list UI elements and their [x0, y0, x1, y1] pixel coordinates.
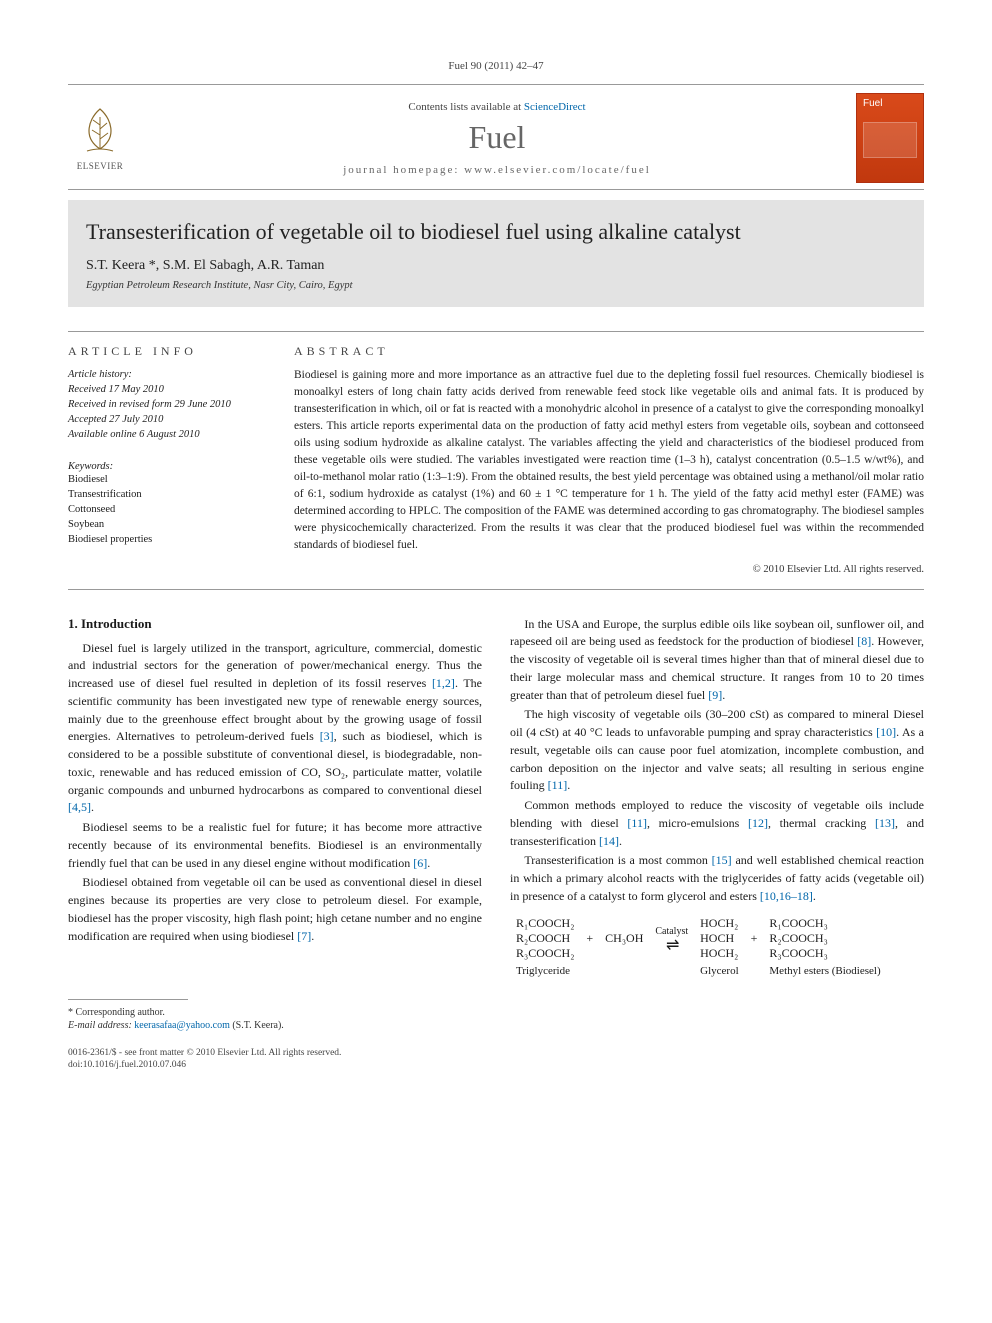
affiliation: Egyptian Petroleum Research Institute, N… — [86, 280, 906, 291]
article-meta-row: ARTICLE INFO Article history: Received 1… — [68, 331, 924, 590]
publisher-logo: ELSEVIER — [68, 103, 132, 173]
body-paragraph: Biodiesel obtained from vegetable oil ca… — [68, 874, 482, 945]
plus-sign: + — [745, 916, 764, 961]
history-label: Article history: — [68, 367, 266, 382]
body-paragraph: Transesterification is a most common [15… — [510, 852, 924, 905]
section-1-heading: 1. Introduction — [68, 616, 482, 632]
journal-cover-thumbnail: Fuel — [856, 93, 924, 183]
keyword: Soybean — [68, 517, 266, 532]
reactant-tg-1: R₁COOCH₂ — [510, 916, 580, 931]
keywords-label: Keywords: — [68, 461, 266, 472]
doi-line: doi:10.1016/j.fuel.2010.07.046 — [68, 1059, 924, 1072]
cover-label: Fuel — [863, 98, 882, 109]
history-item: Received 17 May 2010 — [68, 382, 266, 397]
author-list: S.T. Keera *, S.M. El Sabagh, A.R. Taman — [86, 258, 906, 274]
journal-name: Fuel — [148, 119, 846, 156]
history-item: Received in revised form 29 June 2010 — [68, 397, 266, 412]
keywords-list: Biodiesel Transestrification Cottonseed … — [68, 472, 266, 548]
abstract-text: Biodiesel is gaining more and more impor… — [294, 367, 924, 554]
abstract-block: ABSTRACT Biodiesel is gaining more and m… — [294, 344, 924, 575]
reactant-tg-3: R₃COOCH₂ — [510, 946, 580, 961]
body-paragraph: Diesel fuel is largely utilized in the t… — [68, 640, 482, 818]
plus-sign: + — [580, 916, 599, 961]
product-ester-2: R₂COOCH₃ — [763, 931, 886, 946]
body-paragraph: Biodiesel seems to be a realistic fuel f… — [68, 819, 482, 872]
abstract-copyright: © 2010 Elsevier Ltd. All rights reserved… — [294, 564, 924, 575]
history-item: Accepted 27 July 2010 — [68, 412, 266, 427]
label-triglyceride: Triglyceride — [510, 961, 580, 977]
label-glycerol: Glycerol — [694, 961, 744, 977]
article-info-block: ARTICLE INFO Article history: Received 1… — [68, 344, 266, 575]
reactant-tg-2: R₂COOCH — [510, 931, 580, 946]
reaction-arrow: Catalyst ⇌ — [649, 916, 694, 961]
product-ester-3: R₃COOCH₃ — [763, 946, 886, 961]
homepage-prefix: journal homepage: — [343, 164, 464, 176]
sciencedirect-link[interactable]: ScienceDirect — [524, 101, 586, 113]
abstract-heading: ABSTRACT — [294, 344, 924, 359]
reaction-scheme: R₁COOCH₂ + CH₃OH Catalyst ⇌ HOCH₂ + R₁CO… — [510, 916, 924, 977]
corresponding-author-note: * Corresponding author. — [68, 1006, 924, 1020]
product-glycerol-3: HOCH₂ — [694, 946, 744, 961]
page-root: Fuel 90 (2011) 42–47 ELSEVIER Contents l… — [0, 0, 992, 1112]
equilibrium-arrows-icon: ⇌ — [666, 938, 677, 954]
body-paragraph: Common methods employed to reduce the vi… — [510, 797, 924, 850]
contents-prefix: Contents lists available at — [408, 101, 523, 113]
publisher-logo-text: ELSEVIER — [77, 161, 124, 171]
header-citation: Fuel 90 (2011) 42–47 — [68, 60, 924, 72]
keywords-block: Keywords: Biodiesel Transestrification C… — [68, 461, 266, 548]
article-title: Transesterification of vegetable oil to … — [86, 218, 906, 246]
corresponding-email-line: E-mail address: keerasafaa@yahoo.com (S.… — [68, 1019, 924, 1033]
journal-homepage-line: journal homepage: www.elsevier.com/locat… — [148, 164, 846, 176]
product-glycerol-1: HOCH₂ — [694, 916, 744, 931]
product-ester-1: R₁COOCH₃ — [763, 916, 886, 931]
footer-bottom: 0016-2361/$ - see front matter © 2010 El… — [68, 1047, 924, 1073]
cover-art-box — [863, 122, 917, 158]
masthead: ELSEVIER Contents lists available at Sci… — [68, 84, 924, 190]
article-history: Article history: Received 17 May 2010 Re… — [68, 367, 266, 443]
body-paragraph: The high viscosity of vegetable oils (30… — [510, 706, 924, 795]
footer-block: * Corresponding author. E-mail address: … — [68, 999, 924, 1073]
email-label: E-mail address: — [68, 1020, 134, 1031]
contents-available-line: Contents lists available at ScienceDirec… — [148, 101, 846, 113]
email-link[interactable]: keerasafaa@yahoo.com — [134, 1020, 230, 1031]
tree-icon — [75, 105, 125, 159]
catalyst-label: Catalyst — [655, 927, 688, 937]
title-band: Transesterification of vegetable oil to … — [68, 200, 924, 307]
keyword: Biodiesel properties — [68, 532, 266, 547]
body-paragraph: In the USA and Europe, the surplus edibl… — [510, 616, 924, 705]
article-info-heading: ARTICLE INFO — [68, 344, 266, 359]
front-matter-line: 0016-2361/$ - see front matter © 2010 El… — [68, 1047, 924, 1060]
keyword: Transestrification — [68, 487, 266, 502]
keyword: Cottonseed — [68, 502, 266, 517]
homepage-url: www.elsevier.com/locate/fuel — [464, 164, 651, 176]
keyword: Biodiesel — [68, 472, 266, 487]
product-glycerol-2: HOCH — [694, 931, 744, 946]
footnote-rule — [68, 999, 188, 1000]
body-columns: 1. Introduction Diesel fuel is largely u… — [68, 616, 924, 977]
label-esters: Methyl esters (Biodiesel) — [763, 961, 886, 977]
reactant-methanol: CH₃OH — [599, 916, 649, 961]
masthead-center: Contents lists available at ScienceDirec… — [148, 101, 846, 176]
email-suffix: (S.T. Keera). — [230, 1020, 284, 1031]
history-item: Available online 6 August 2010 — [68, 427, 266, 442]
